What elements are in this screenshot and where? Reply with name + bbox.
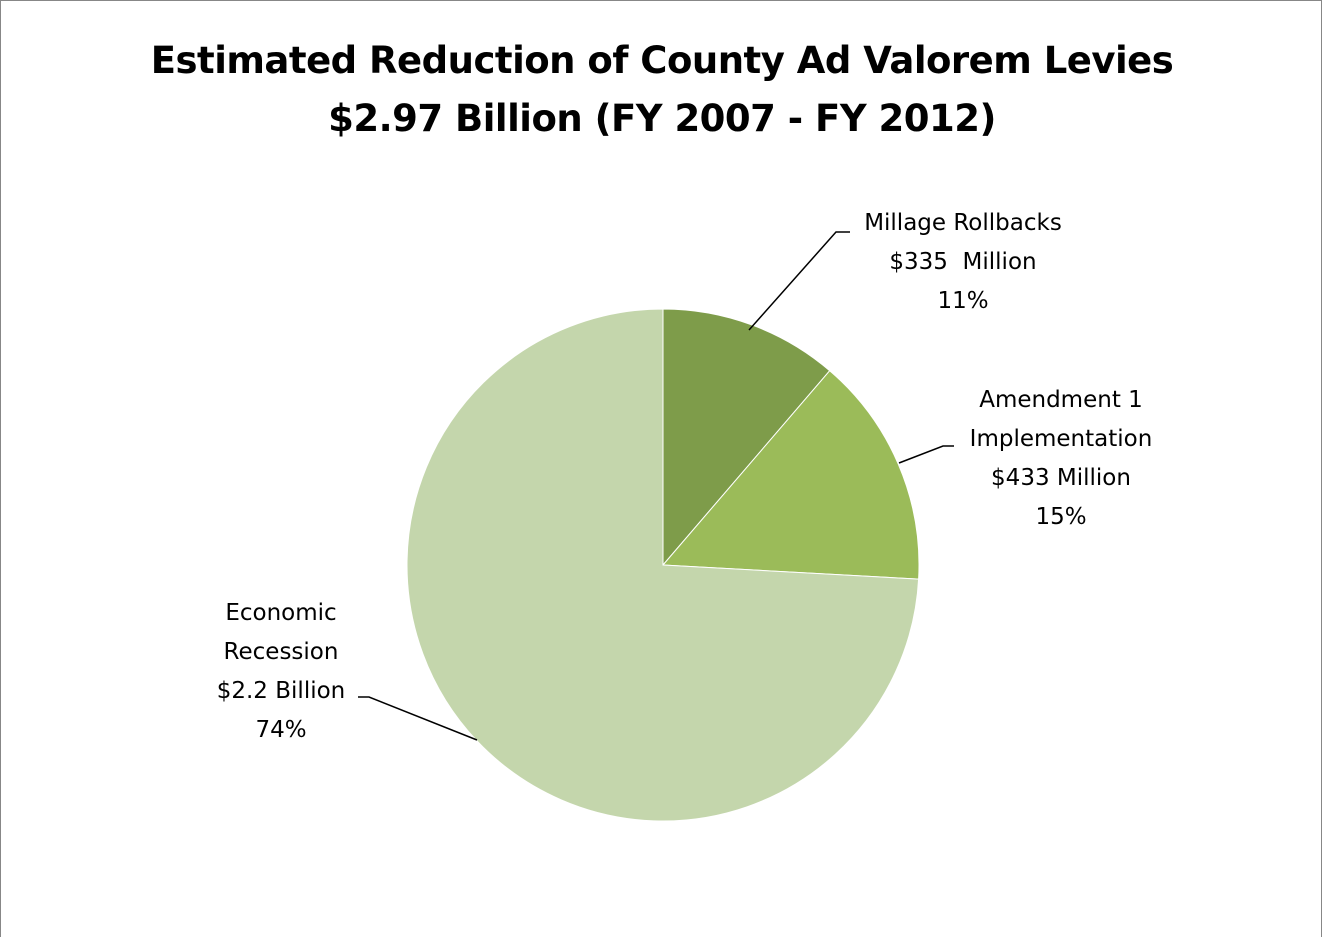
data-label-millage-percent: 11% <box>937 288 988 314</box>
data-label-recession-line1: Economic <box>225 600 336 626</box>
leader-line-recession <box>358 696 478 741</box>
leader-line-millage <box>748 231 850 331</box>
pie-slice-millage-rollbacks <box>662 308 831 567</box>
pie-slices <box>406 308 920 822</box>
pie-slice-economic-recession <box>406 308 920 822</box>
chart-title-line-2: $2.97 Billion (FY 2007 - FY 2012) <box>328 97 996 140</box>
chart-title-line-1: Estimated Reduction of County Ad Valorem… <box>150 39 1174 82</box>
data-label-millage-category: Millage Rollbacks <box>864 210 1062 236</box>
leader-line-amendment <box>898 445 954 464</box>
data-label-millage-amount: $335 Million <box>889 249 1036 275</box>
data-label-amendment-line2: Implementation <box>970 426 1153 452</box>
data-label-amendment-percent: 15% <box>1035 504 1086 530</box>
data-label-recession-percent: 74% <box>255 717 306 743</box>
data-label-amendment-amount: $433 Million <box>991 465 1131 491</box>
data-label-amendment-line1: Amendment 1 <box>979 387 1143 413</box>
pie-slice-amendment-1 <box>661 370 920 580</box>
data-label-recession-line2: Recession <box>224 639 339 665</box>
data-label-recession-amount: $2.2 Billion <box>217 678 346 704</box>
